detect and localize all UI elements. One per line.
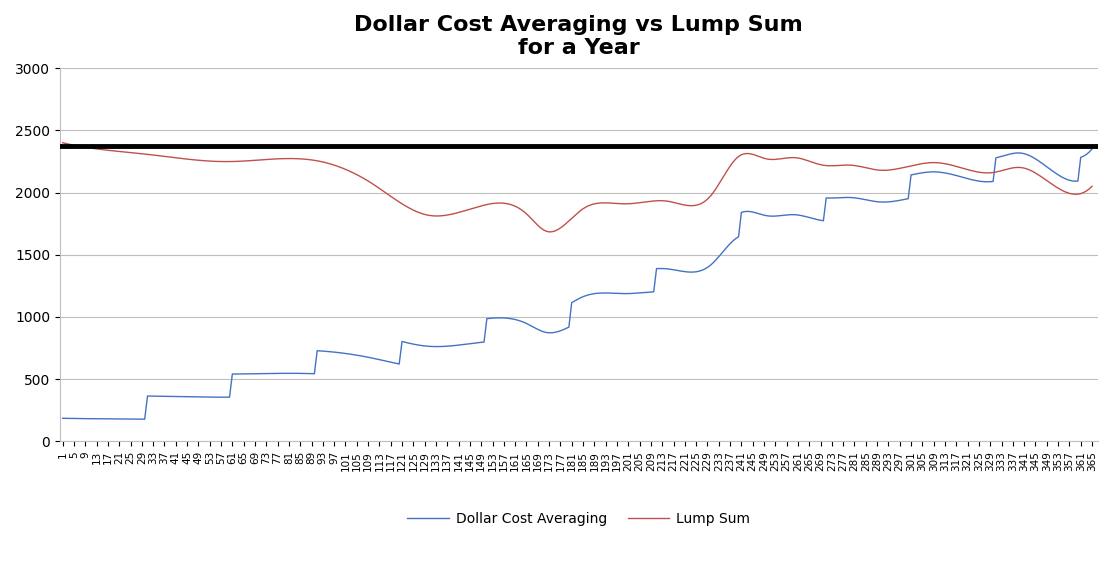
Dollar Cost Averaging	[1085, 146, 1099, 152]
Dollar Cost Averaging	[469, 339, 482, 346]
Lump Sum	[472, 203, 485, 210]
Dollar Cost Averaging	[942, 170, 955, 177]
Lump Sum	[1041, 177, 1054, 184]
Lump Sum	[1085, 183, 1099, 189]
Lump Sum	[466, 205, 480, 212]
Lump Sum	[274, 155, 287, 162]
Line: Dollar Cost Averaging: Dollar Cost Averaging	[62, 149, 1092, 419]
Dollar Cost Averaging	[276, 370, 289, 377]
Legend: Dollar Cost Averaging, Lump Sum: Dollar Cost Averaging, Lump Sum	[402, 506, 756, 532]
Dollar Cost Averaging	[138, 416, 151, 423]
Dollar Cost Averaging	[56, 415, 69, 422]
Dollar Cost Averaging	[1041, 164, 1054, 170]
Dollar Cost Averaging	[474, 339, 487, 346]
Lump Sum	[56, 139, 69, 146]
Lump Sum	[542, 229, 555, 235]
Lump Sum	[338, 166, 352, 173]
Line: Lump Sum: Lump Sum	[62, 143, 1092, 232]
Title: Dollar Cost Averaging vs Lump Sum
for a Year: Dollar Cost Averaging vs Lump Sum for a …	[354, 15, 804, 58]
Lump Sum	[942, 161, 955, 167]
Dollar Cost Averaging	[342, 351, 355, 357]
